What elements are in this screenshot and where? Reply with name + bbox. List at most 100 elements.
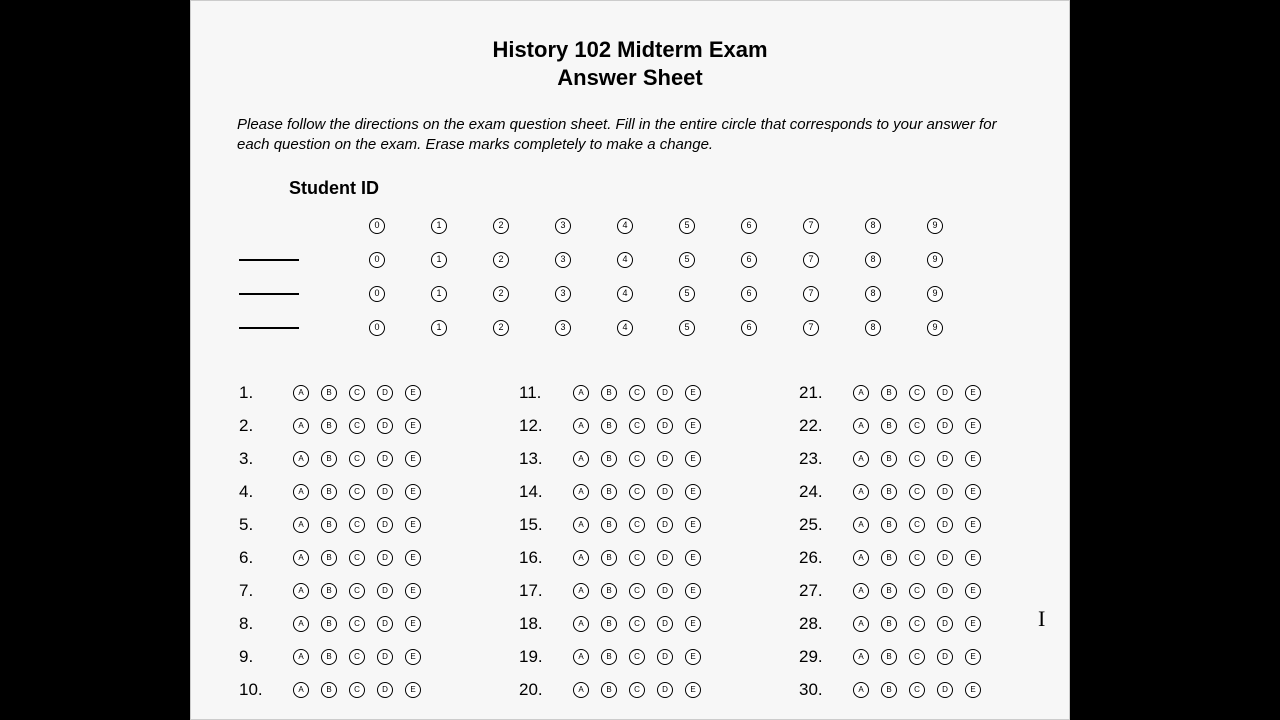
answer-bubble-b[interactable]: B bbox=[881, 616, 897, 632]
answer-bubble-d[interactable]: D bbox=[937, 484, 953, 500]
answer-bubble-b[interactable]: B bbox=[881, 649, 897, 665]
answer-bubble-c[interactable]: C bbox=[629, 484, 645, 500]
answer-bubble-e[interactable]: E bbox=[965, 649, 981, 665]
id-bubble-7[interactable]: 7 bbox=[803, 286, 819, 302]
answer-bubble-c[interactable]: C bbox=[349, 649, 365, 665]
answer-bubble-d[interactable]: D bbox=[657, 649, 673, 665]
answer-bubble-e[interactable]: E bbox=[405, 418, 421, 434]
answer-bubble-e[interactable]: E bbox=[685, 385, 701, 401]
answer-bubble-d[interactable]: D bbox=[937, 649, 953, 665]
answer-bubble-a[interactable]: A bbox=[293, 616, 309, 632]
answer-bubble-c[interactable]: C bbox=[629, 616, 645, 632]
answer-bubble-d[interactable]: D bbox=[377, 517, 393, 533]
answer-bubble-c[interactable]: C bbox=[909, 517, 925, 533]
answer-bubble-c[interactable]: C bbox=[909, 550, 925, 566]
answer-bubble-a[interactable]: A bbox=[573, 484, 589, 500]
answer-bubble-d[interactable]: D bbox=[657, 517, 673, 533]
answer-bubble-d[interactable]: D bbox=[377, 550, 393, 566]
answer-bubble-d[interactable]: D bbox=[657, 418, 673, 434]
id-bubble-5[interactable]: 5 bbox=[679, 252, 695, 268]
answer-bubble-b[interactable]: B bbox=[881, 484, 897, 500]
id-bubble-6[interactable]: 6 bbox=[741, 252, 757, 268]
id-bubble-8[interactable]: 8 bbox=[865, 252, 881, 268]
answer-bubble-c[interactable]: C bbox=[349, 616, 365, 632]
answer-bubble-e[interactable]: E bbox=[405, 484, 421, 500]
answer-bubble-a[interactable]: A bbox=[853, 583, 869, 599]
id-bubble-5[interactable]: 5 bbox=[679, 320, 695, 336]
answer-bubble-e[interactable]: E bbox=[965, 583, 981, 599]
answer-bubble-c[interactable]: C bbox=[349, 484, 365, 500]
id-bubble-9[interactable]: 9 bbox=[927, 286, 943, 302]
answer-bubble-d[interactable]: D bbox=[377, 682, 393, 698]
answer-bubble-e[interactable]: E bbox=[965, 682, 981, 698]
answer-bubble-c[interactable]: C bbox=[909, 682, 925, 698]
id-bubble-0[interactable]: 0 bbox=[369, 252, 385, 268]
answer-bubble-b[interactable]: B bbox=[321, 550, 337, 566]
answer-bubble-e[interactable]: E bbox=[405, 616, 421, 632]
answer-bubble-e[interactable]: E bbox=[965, 385, 981, 401]
answer-bubble-e[interactable]: E bbox=[685, 682, 701, 698]
id-bubble-0[interactable]: 0 bbox=[369, 286, 385, 302]
answer-bubble-a[interactable]: A bbox=[853, 550, 869, 566]
answer-bubble-a[interactable]: A bbox=[573, 583, 589, 599]
answer-bubble-c[interactable]: C bbox=[909, 451, 925, 467]
answer-bubble-e[interactable]: E bbox=[405, 583, 421, 599]
id-bubble-8[interactable]: 8 bbox=[865, 286, 881, 302]
answer-bubble-b[interactable]: B bbox=[881, 550, 897, 566]
id-bubble-1[interactable]: 1 bbox=[431, 320, 447, 336]
answer-bubble-e[interactable]: E bbox=[405, 517, 421, 533]
answer-bubble-c[interactable]: C bbox=[629, 682, 645, 698]
id-bubble-1[interactable]: 1 bbox=[431, 252, 447, 268]
answer-bubble-b[interactable]: B bbox=[601, 484, 617, 500]
answer-bubble-b[interactable]: B bbox=[601, 616, 617, 632]
answer-bubble-a[interactable]: A bbox=[853, 484, 869, 500]
id-bubble-7[interactable]: 7 bbox=[803, 218, 819, 234]
answer-bubble-e[interactable]: E bbox=[965, 517, 981, 533]
answer-bubble-a[interactable]: A bbox=[293, 583, 309, 599]
id-bubble-2[interactable]: 2 bbox=[493, 320, 509, 336]
id-bubble-5[interactable]: 5 bbox=[679, 286, 695, 302]
id-bubble-4[interactable]: 4 bbox=[617, 320, 633, 336]
answer-bubble-b[interactable]: B bbox=[321, 616, 337, 632]
answer-bubble-c[interactable]: C bbox=[909, 616, 925, 632]
answer-bubble-a[interactable]: A bbox=[293, 451, 309, 467]
answer-bubble-d[interactable]: D bbox=[937, 616, 953, 632]
answer-bubble-b[interactable]: B bbox=[321, 385, 337, 401]
answer-bubble-d[interactable]: D bbox=[377, 649, 393, 665]
id-bubble-4[interactable]: 4 bbox=[617, 218, 633, 234]
answer-bubble-c[interactable]: C bbox=[349, 517, 365, 533]
answer-bubble-a[interactable]: A bbox=[853, 649, 869, 665]
answer-bubble-e[interactable]: E bbox=[685, 616, 701, 632]
answer-bubble-b[interactable]: B bbox=[881, 451, 897, 467]
answer-bubble-a[interactable]: A bbox=[293, 682, 309, 698]
answer-bubble-b[interactable]: B bbox=[321, 682, 337, 698]
answer-bubble-d[interactable]: D bbox=[377, 583, 393, 599]
answer-bubble-a[interactable]: A bbox=[853, 451, 869, 467]
id-bubble-4[interactable]: 4 bbox=[617, 286, 633, 302]
answer-bubble-d[interactable]: D bbox=[657, 682, 673, 698]
id-bubble-2[interactable]: 2 bbox=[493, 286, 509, 302]
answer-bubble-c[interactable]: C bbox=[349, 550, 365, 566]
answer-bubble-b[interactable]: B bbox=[321, 583, 337, 599]
answer-bubble-d[interactable]: D bbox=[937, 385, 953, 401]
answer-bubble-e[interactable]: E bbox=[685, 550, 701, 566]
id-bubble-3[interactable]: 3 bbox=[555, 218, 571, 234]
answer-bubble-b[interactable]: B bbox=[881, 418, 897, 434]
answer-bubble-e[interactable]: E bbox=[405, 385, 421, 401]
answer-bubble-d[interactable]: D bbox=[937, 451, 953, 467]
id-bubble-5[interactable]: 5 bbox=[679, 218, 695, 234]
answer-bubble-e[interactable]: E bbox=[685, 517, 701, 533]
answer-bubble-e[interactable]: E bbox=[965, 550, 981, 566]
answer-bubble-d[interactable]: D bbox=[937, 583, 953, 599]
id-bubble-9[interactable]: 9 bbox=[927, 252, 943, 268]
answer-bubble-e[interactable]: E bbox=[405, 550, 421, 566]
answer-bubble-a[interactable]: A bbox=[573, 418, 589, 434]
answer-bubble-a[interactable]: A bbox=[853, 616, 869, 632]
answer-bubble-c[interactable]: C bbox=[629, 583, 645, 599]
answer-bubble-c[interactable]: C bbox=[629, 418, 645, 434]
answer-bubble-c[interactable]: C bbox=[349, 682, 365, 698]
answer-bubble-e[interactable]: E bbox=[685, 451, 701, 467]
id-bubble-9[interactable]: 9 bbox=[927, 218, 943, 234]
answer-bubble-c[interactable]: C bbox=[349, 385, 365, 401]
id-bubble-4[interactable]: 4 bbox=[617, 252, 633, 268]
